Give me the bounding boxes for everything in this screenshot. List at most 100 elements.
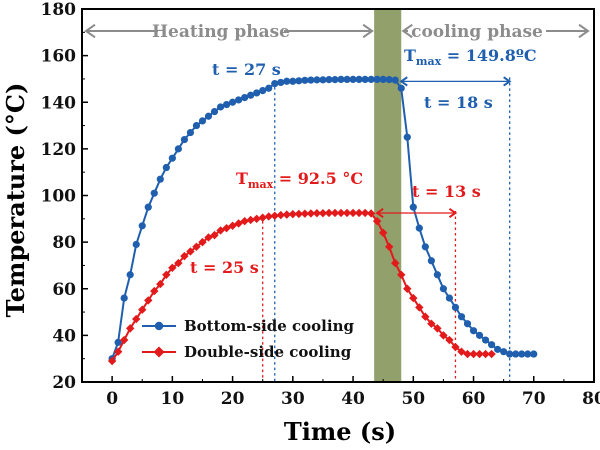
- series-1-point: [403, 284, 412, 293]
- series-0-point: [481, 336, 490, 344]
- series-1-point: [144, 296, 153, 305]
- series-1-point: [397, 270, 406, 279]
- series-0-point: [494, 345, 502, 353]
- series-1-point: [481, 349, 490, 359]
- red-tmax-subscript: max: [248, 178, 274, 191]
- series-0-point: [325, 76, 333, 84]
- series-0-point: [247, 91, 255, 99]
- y-tick-label: 180: [41, 0, 77, 20]
- blue-tmax-symbol: T: [404, 46, 416, 65]
- series-0-point: [144, 203, 152, 211]
- series-0-point: [331, 76, 339, 84]
- series-0-point: [463, 320, 472, 328]
- legend-double-marker: [153, 346, 165, 358]
- series-1-point: [445, 335, 454, 345]
- series-1-point: [342, 208, 352, 218]
- series-0-point: [228, 98, 237, 106]
- y-tick-label: 20: [52, 373, 76, 393]
- series-0-point: [174, 145, 182, 153]
- cooling-arrow-head-right: [578, 23, 590, 39]
- red-tmax-value: = 92.5 °C: [273, 169, 363, 188]
- series-0-point: [518, 350, 526, 358]
- series-0-point: [451, 303, 460, 311]
- guide-lines: [262, 77, 511, 382]
- series-1-point: [252, 214, 261, 224]
- series-1-point: [240, 216, 249, 226]
- series-1-point: [162, 270, 171, 279]
- series-0-point: [132, 240, 140, 249]
- x-tick-label: 20: [221, 389, 245, 409]
- series-0-point: [445, 294, 454, 302]
- series-0-point: [235, 96, 243, 104]
- transition-shaded-region: [374, 9, 402, 382]
- series-0-point: [349, 75, 357, 84]
- series-0-point: [421, 243, 429, 251]
- series-0-point: [337, 75, 345, 84]
- x-tick-label: 60: [462, 389, 486, 409]
- series-0-point: [114, 338, 122, 346]
- y-tick-label: 140: [41, 93, 77, 113]
- red-tmax-label: Tmax = 92.5 °C: [236, 169, 363, 191]
- blue-tmax-label: Tmax = 149.8ºC: [404, 46, 537, 68]
- series-0-point: [397, 84, 405, 92]
- series-0-point: [361, 75, 369, 84]
- series-0-point: [150, 189, 158, 197]
- series-1-point: [487, 349, 496, 359]
- series-line-1: [111, 212, 492, 362]
- series-0-point: [343, 75, 351, 84]
- heating-arrow-head-right: [362, 23, 374, 39]
- series-0-point: [433, 271, 441, 279]
- series-0-point: [379, 75, 387, 84]
- y-tick-label: 80: [52, 233, 76, 253]
- series-0-point: [222, 100, 231, 109]
- x-tick-label: 70: [522, 389, 546, 409]
- legend-bottom-marker: [154, 321, 164, 331]
- series-0-point: [524, 350, 532, 358]
- legend-bottom-label: Bottom-side cooling: [184, 317, 354, 335]
- series-0-point: [271, 80, 279, 88]
- x-axis-title: Time (s): [284, 417, 396, 446]
- y-axis-title: Temperature (°C): [1, 83, 30, 318]
- series-1-point: [258, 213, 267, 222]
- heating-phase-label: Heating phase: [152, 22, 290, 42]
- series-0-point: [391, 76, 399, 84]
- legend: Bottom-side cooling Double-side cooling: [142, 317, 354, 361]
- series-0-point: [475, 331, 484, 339]
- series-1-point: [300, 209, 310, 218]
- series-1-point: [421, 312, 430, 321]
- series-0-point: [138, 222, 146, 230]
- axis-ticks: 0 10 20 30 40 50 60 70 80 20 40 60 80 100 120 140 160 180: [41, 0, 600, 409]
- cooling-arrow-head-left: [401, 23, 413, 39]
- series-1-point: [348, 208, 358, 218]
- series-0-point: [409, 203, 417, 211]
- series-0-point: [506, 350, 514, 358]
- series-0-point: [457, 313, 466, 321]
- series-1-point: [270, 211, 279, 220]
- red-peak-time-label: t = 25 s: [190, 258, 259, 277]
- series-0-point: [427, 257, 435, 265]
- x-tick-label: 40: [341, 389, 365, 409]
- series-1-point: [318, 209, 328, 218]
- y-tick-label: 60: [52, 280, 76, 300]
- series-0-point: [186, 128, 195, 137]
- series-1-point: [132, 314, 141, 324]
- series-1-point: [415, 303, 424, 312]
- red-cool-time-label: t = 13 s: [412, 182, 481, 201]
- red-cool-arrow-head-right: [448, 207, 458, 219]
- series-1-point: [385, 242, 394, 251]
- series-1-point: [119, 335, 129, 345]
- series-1-point: [409, 293, 418, 303]
- series-0-point: [204, 112, 213, 120]
- y-tick-label: 160: [41, 47, 77, 67]
- series-1-point: [198, 237, 207, 247]
- series-0-point: [126, 271, 134, 279]
- red-cool-arrow-head-left: [375, 207, 384, 219]
- series-0-point: [301, 76, 309, 84]
- series-0-point: [259, 86, 267, 95]
- series-1-point: [210, 230, 219, 240]
- series-0-point: [289, 77, 297, 85]
- x-tick-label: 50: [401, 389, 425, 409]
- series-1-point: [288, 209, 298, 219]
- series-0-point: [319, 76, 327, 84]
- blue-tmax-value: = 149.8ºC: [441, 46, 536, 65]
